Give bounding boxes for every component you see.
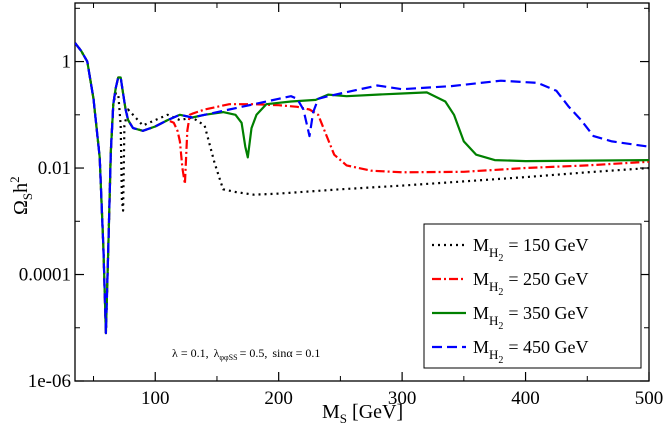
y-axis-title-sub: S	[20, 193, 35, 200]
annotation-sin: sinα = 0.1	[272, 346, 320, 360]
x-tick-label: 500	[635, 388, 664, 409]
x-tick-label: 400	[511, 388, 540, 409]
axis-ticks: 100 200 300 400 500 1 0.01 0.0001 1e-06	[19, 3, 664, 409]
x-axis-title: MS [GeV]	[322, 401, 403, 426]
y-axis-title-tail: h	[10, 183, 32, 193]
legend-entries: MH2= 150 GeV MH2= 250 GeV MH2= 350 GeV MH2=…	[432, 235, 589, 366]
legend-label-4: MH2= 450 GeV	[473, 337, 589, 366]
parameter-annotation: λ = 0.1, λφφSS = 0.5, sinα = 0.1	[172, 346, 320, 362]
legend: MH2= 150 GeV MH2= 250 GeV MH2= 350 GeV MH2=…	[423, 223, 642, 369]
y-tick-label: 1	[62, 52, 72, 73]
annotation-lambda: λ = 0.1,	[172, 346, 209, 360]
y-axis-title: ΩSh2	[7, 176, 35, 215]
legend-box	[423, 223, 642, 369]
legend-label-1: MH2= 150 GeV	[473, 235, 589, 264]
series-line-4	[75, 42, 649, 335]
x-tick-label: 100	[141, 388, 170, 409]
annotation-lambda2-value: = 0.5,	[240, 346, 268, 360]
y-tick-label: 1e-06	[28, 371, 71, 392]
legend-label-3: MH2= 350 GeV	[473, 303, 589, 332]
annotation-lambda2-symbol: λ	[214, 346, 220, 360]
y-axis-title-main: Ω	[10, 200, 32, 215]
y-tick-label: 0.0001	[19, 265, 71, 286]
annotation-lambda2-sub: φφSS	[219, 353, 237, 362]
series-layer	[75, 42, 649, 335]
x-axis-title-sub: S	[340, 411, 347, 426]
series-line-1	[75, 42, 649, 335]
x-tick-label: 200	[264, 388, 293, 409]
y-axis-title-sup: 2	[7, 176, 22, 183]
x-tick-label: 300	[388, 388, 417, 409]
x-axis-title-main: M	[322, 401, 340, 423]
x-axis-title-unit: [GeV]	[352, 401, 403, 423]
legend-label-2: MH2= 250 GeV	[473, 269, 589, 298]
y-tick-label: 0.01	[38, 158, 71, 179]
